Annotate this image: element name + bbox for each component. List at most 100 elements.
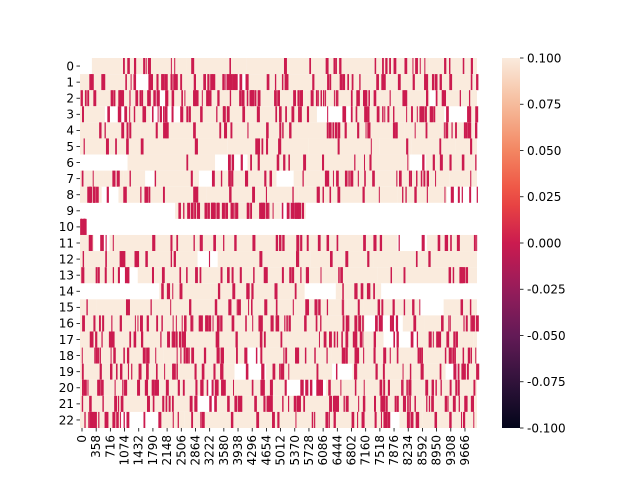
heatmap-cell-zero — [356, 90, 360, 107]
heatmap-cell-zero — [277, 90, 280, 107]
x-tick-label: 3222 — [203, 435, 217, 466]
heatmap-cell-zero — [328, 379, 331, 396]
heatmap-cell-zero — [430, 106, 434, 123]
heatmap-cell-zero — [403, 267, 406, 284]
heatmap-cell-zero — [156, 90, 160, 107]
heatmap-cell-zero — [406, 138, 409, 155]
heatmap-cell-zero — [203, 74, 206, 91]
heatmap-cell-zero — [280, 331, 283, 348]
heatmap-cell-zero — [365, 122, 367, 139]
heatmap-cell-zero — [148, 186, 151, 203]
heatmap-cell-zero — [462, 411, 466, 428]
heatmap-cell-zero — [306, 299, 310, 316]
heatmap-cell-zero — [372, 170, 375, 187]
heatmap-cell-zero — [247, 202, 249, 219]
heatmap-cell-zero — [250, 202, 253, 219]
heatmap-cell-zero — [193, 186, 196, 203]
heatmap-cell-zero — [415, 411, 418, 428]
heatmap-cell-zero — [162, 395, 165, 412]
heatmap-cell-zero — [193, 74, 196, 91]
heatmap-cell-zero — [221, 202, 225, 219]
heatmap-cell-zero — [461, 186, 463, 203]
heatmap-cell-zero — [288, 154, 290, 171]
heatmap-cell-zero — [207, 202, 210, 219]
heatmap-cell-zero — [411, 106, 413, 123]
heatmap-cell-high — [473, 331, 477, 348]
heatmap-cell-zero — [378, 106, 380, 123]
heatmap-cell-zero — [188, 347, 190, 364]
heatmap-cell-zero — [170, 74, 172, 91]
heatmap-cell-zero — [459, 90, 461, 107]
heatmap-cell-zero — [446, 331, 449, 348]
heatmap-cell-zero — [184, 315, 187, 332]
heatmap-cell-high — [282, 154, 302, 171]
heatmap-cell-zero — [348, 315, 350, 332]
heatmap-cell-high — [451, 234, 477, 252]
heatmap-cell-zero — [179, 267, 182, 284]
heatmap-cell-zero — [95, 347, 98, 364]
heatmap-cell-zero — [230, 122, 233, 139]
heatmap-cell-zero — [154, 379, 157, 396]
heatmap-cell-zero — [409, 363, 412, 380]
heatmap-cell-zero — [396, 395, 399, 412]
heatmap-cell-zero — [155, 122, 158, 139]
heatmap-cell-high — [310, 251, 374, 268]
heatmap-cell-high — [440, 411, 477, 428]
heatmap-cell-zero — [410, 331, 414, 348]
heatmap-cell-zero — [160, 331, 162, 348]
heatmap-cell-high — [417, 331, 474, 348]
heatmap-cell-zero — [444, 234, 448, 252]
heatmap-row-15 — [80, 299, 477, 316]
heatmap-cell-zero — [150, 74, 154, 91]
heatmap-cell-zero — [171, 331, 173, 348]
heatmap-cell-zero — [235, 202, 237, 219]
heatmap-cell-zero — [261, 138, 264, 155]
heatmap-cell-zero — [446, 106, 449, 123]
heatmap-cell-zero — [156, 379, 159, 396]
heatmap-cell-zero — [309, 58, 312, 75]
heatmap-cell-zero — [116, 411, 119, 428]
heatmap-cell-zero — [181, 315, 183, 332]
y-tick-label: 20 — [59, 381, 74, 395]
colorbar: 0.100 0.075 0.050 0.025 0.000 -0.025 -0.050 -0.… — [502, 51, 566, 435]
heatmap-cell-zero — [297, 90, 300, 107]
heatmap-cell-zero — [105, 251, 107, 268]
heatmap-cell-zero — [253, 267, 255, 284]
heatmap-cell-zero — [176, 234, 179, 252]
heatmap-cell-zero — [419, 106, 422, 123]
heatmap-cell-high — [325, 379, 350, 396]
colorbar-tick-label: -0.100 — [527, 421, 566, 435]
heatmap-cell-high — [301, 154, 362, 171]
heatmap-cell-high — [255, 315, 271, 332]
heatmap-cell-zero — [224, 122, 228, 139]
heatmap-cell-zero — [230, 202, 234, 219]
heatmap-cell-zero — [251, 299, 253, 316]
heatmap-cell-zero — [375, 363, 378, 380]
heatmap-cell-zero — [419, 299, 421, 316]
heatmap-cell-zero — [396, 347, 399, 364]
heatmap-cell-high — [350, 379, 425, 396]
heatmap-cell-zero — [443, 90, 447, 107]
heatmap-cell-zero — [81, 363, 84, 380]
heatmap-cell-zero — [282, 122, 284, 139]
heatmap-cell-zero — [177, 411, 179, 428]
heatmap-cell-high — [127, 106, 151, 123]
heatmap-cell-high — [297, 202, 306, 219]
heatmap-cell-zero — [156, 315, 159, 332]
heatmap-cell-zero — [129, 90, 131, 107]
heatmap-cell-zero — [217, 283, 221, 300]
heatmap-cell-zero — [463, 363, 466, 380]
heatmap-cell-zero — [286, 202, 290, 219]
heatmap-cell-zero — [280, 363, 283, 380]
heatmap-cell-zero — [112, 267, 115, 284]
heatmap-cell-zero — [278, 138, 282, 155]
heatmap-cell-zero — [234, 234, 237, 252]
heatmap-cell-zero — [180, 106, 184, 123]
heatmap-cell-zero — [312, 74, 315, 91]
heatmap-cell-zero — [230, 411, 234, 428]
heatmap-cell-zero — [201, 234, 203, 252]
heatmap-cell-zero — [435, 90, 438, 107]
heatmap-cell-zero — [127, 138, 129, 155]
heatmap-cell-zero — [172, 395, 174, 412]
heatmap-cell-zero — [269, 170, 273, 187]
